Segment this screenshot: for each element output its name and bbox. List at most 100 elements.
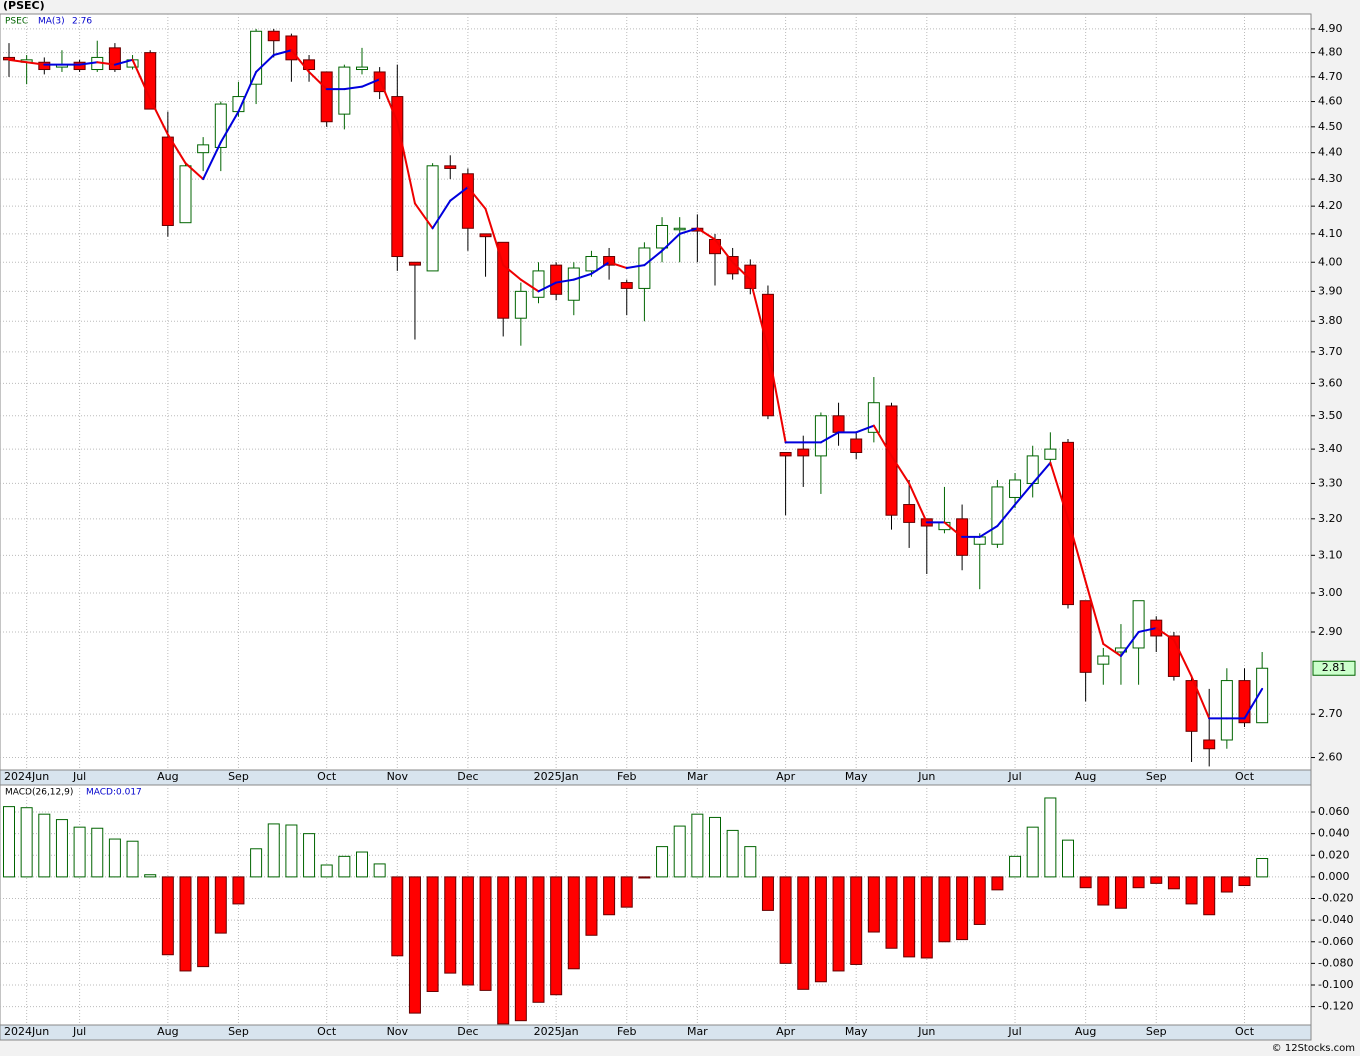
ma-line [166, 133, 187, 165]
y-tick-label: 3.80 [1318, 314, 1343, 327]
macd-bar [214, 876, 227, 934]
macd-bar [744, 846, 757, 878]
candle-body [1220, 680, 1233, 741]
candle-body [726, 256, 739, 275]
x-tick-label: 2024Jun [4, 1025, 49, 1038]
macd-bar [73, 826, 86, 878]
candle-body [497, 241, 510, 319]
y-tick-label: 4.40 [1318, 146, 1343, 159]
candle-body [1009, 479, 1022, 498]
macd-bar [1256, 858, 1269, 878]
ma-line [413, 202, 434, 230]
candle-body [338, 66, 351, 115]
candle-body [709, 238, 721, 255]
x-tick-label: Oct [1235, 770, 1255, 783]
ma-line [855, 424, 875, 434]
candle-body [408, 261, 421, 266]
candle-body [903, 504, 916, 523]
candle-body [73, 61, 86, 71]
ma-line [1049, 461, 1069, 520]
macd-bar [1132, 876, 1145, 889]
ma-line [378, 78, 399, 123]
macd-bar [1185, 876, 1198, 905]
ma-line [643, 249, 664, 267]
x-tick-label: Oct [317, 770, 337, 783]
x-tick-label: Feb [617, 770, 636, 783]
x-tick-label: Apr [776, 1025, 796, 1038]
macd-bar [426, 876, 439, 992]
macd-bar [1238, 876, 1251, 887]
macd-bar [1167, 876, 1180, 890]
x-tick-label: 2025Jan [534, 770, 579, 783]
ma-line [1102, 642, 1122, 658]
macd-bar [956, 876, 969, 941]
macd-bar [691, 813, 704, 878]
ma-line [272, 49, 293, 57]
y-tick-label: -0.120 [1318, 1000, 1353, 1013]
macd-bar [567, 876, 580, 970]
ma-line [872, 424, 893, 457]
y-tick-label: 4.90 [1318, 22, 1343, 35]
y-tick-label: 0.040 [1318, 827, 1350, 840]
macd-bar [656, 846, 669, 878]
macd-bar [1026, 826, 1039, 878]
candle-body [391, 96, 404, 258]
x-tick-label: 2024Jun [4, 770, 49, 783]
macd-bar [408, 876, 421, 1014]
ma-line [519, 278, 540, 293]
candle-body [1044, 448, 1057, 460]
ma-line [131, 58, 152, 101]
ma-line [290, 49, 311, 73]
candle-body [479, 233, 492, 238]
macd-bar [620, 876, 633, 908]
x-tick-label: May [845, 1025, 868, 1038]
macd-bar [585, 876, 598, 936]
candle-body [550, 264, 563, 295]
macd-bar [232, 876, 245, 905]
macd-bar [1114, 876, 1127, 909]
ma-line [608, 261, 628, 270]
ma-line [678, 227, 699, 235]
candle-body [267, 30, 280, 42]
candle-body [832, 415, 845, 433]
ma-line [255, 54, 275, 73]
candle-body [426, 165, 439, 272]
ma-line [749, 278, 769, 350]
x-tick-label: Sep [1146, 1025, 1167, 1038]
candle-body [867, 402, 880, 433]
macd-bar [1079, 876, 1092, 889]
ma-line [943, 521, 964, 538]
ma-line [8, 58, 28, 64]
macd-bar [1203, 876, 1216, 916]
x-tick-label: Oct [1235, 1025, 1255, 1038]
last-price-label: 2.81 [1322, 661, 1347, 674]
ma-line [149, 98, 169, 136]
y-tick-label: -0.020 [1318, 892, 1353, 905]
macd-bar [709, 816, 721, 878]
candle-body [620, 282, 633, 289]
macd-bar [726, 829, 739, 878]
candle-body [779, 451, 792, 457]
y-tick-label: 2.70 [1318, 707, 1343, 720]
macd-bar [603, 876, 616, 916]
x-tick-label: Apr [776, 770, 796, 783]
candle-body [638, 247, 651, 289]
ma-line [696, 227, 716, 241]
macd-bar [832, 876, 845, 972]
ma-line [1119, 630, 1140, 658]
macd-bar [444, 876, 457, 974]
x-tick-label: Nov [387, 770, 409, 783]
ma-line [890, 454, 911, 485]
macd-bar [920, 876, 933, 959]
y-tick-label: 3.00 [1318, 586, 1343, 599]
y-tick-label: 2.90 [1318, 625, 1343, 638]
x-tick-label: Jul [1007, 1025, 1021, 1038]
ma-line [766, 347, 787, 444]
y-tick-label: 0.020 [1318, 848, 1350, 861]
macd-bar [267, 823, 280, 878]
candle-body [1079, 600, 1092, 673]
macd-bar [638, 876, 651, 879]
y-tick-label: 4.00 [1318, 255, 1343, 268]
macd-bar [373, 863, 386, 878]
